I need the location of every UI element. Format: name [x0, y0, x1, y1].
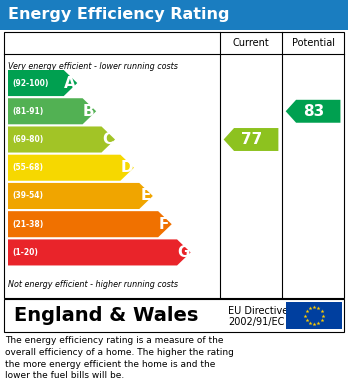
- Polygon shape: [8, 211, 172, 237]
- Text: (92-100): (92-100): [12, 79, 48, 88]
- Text: Not energy efficient - higher running costs: Not energy efficient - higher running co…: [8, 280, 178, 289]
- Text: Energy Efficiency Rating: Energy Efficiency Rating: [8, 7, 229, 23]
- Polygon shape: [8, 70, 77, 96]
- Text: England & Wales: England & Wales: [14, 306, 198, 325]
- Bar: [4, 299, 344, 332]
- Text: (69-80): (69-80): [12, 135, 43, 144]
- Text: (81-91): (81-91): [12, 107, 43, 116]
- Text: Current: Current: [232, 38, 269, 48]
- Text: Potential: Potential: [292, 38, 334, 48]
- Bar: [0, 0, 348, 30]
- Text: D: D: [120, 160, 133, 175]
- Text: (55-68): (55-68): [12, 163, 43, 172]
- Polygon shape: [8, 183, 153, 209]
- Polygon shape: [286, 100, 340, 123]
- Polygon shape: [8, 155, 134, 181]
- Polygon shape: [8, 98, 96, 124]
- Text: F: F: [159, 217, 169, 232]
- Polygon shape: [224, 128, 278, 151]
- Text: (21-38): (21-38): [12, 220, 43, 229]
- Bar: [286, 302, 342, 329]
- Text: (1-20): (1-20): [12, 248, 38, 257]
- Polygon shape: [8, 239, 191, 265]
- Text: E: E: [140, 188, 151, 203]
- Text: 77: 77: [241, 132, 262, 147]
- Text: A: A: [64, 75, 76, 91]
- Text: EU Directive: EU Directive: [228, 305, 288, 316]
- Text: 2002/91/EC: 2002/91/EC: [228, 317, 284, 328]
- Text: C: C: [102, 132, 113, 147]
- Bar: [4, 32, 344, 298]
- Text: The energy efficiency rating is a measure of the
overall efficiency of a home. T: The energy efficiency rating is a measur…: [5, 336, 234, 380]
- Text: 83: 83: [303, 104, 324, 119]
- Text: Very energy efficient - lower running costs: Very energy efficient - lower running co…: [8, 62, 178, 71]
- Text: G: G: [177, 245, 189, 260]
- Text: B: B: [83, 104, 95, 119]
- Text: (39-54): (39-54): [12, 192, 43, 201]
- Polygon shape: [8, 126, 115, 152]
